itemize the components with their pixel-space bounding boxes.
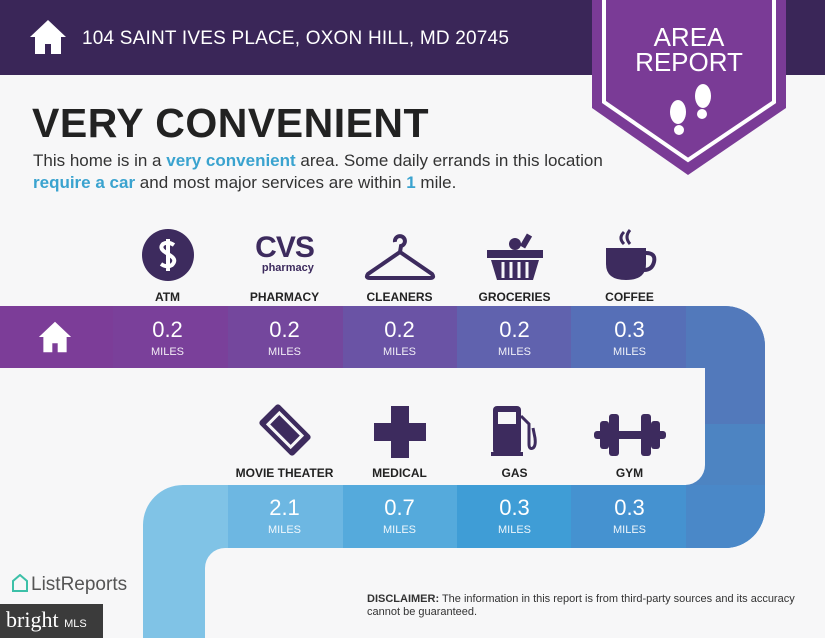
amenity-gas: GAS — [457, 398, 572, 480]
amenity-medical: MEDICAL — [342, 398, 457, 480]
coffee-cup-icon — [605, 229, 656, 280]
home-icon — [30, 20, 66, 54]
footprints-icon — [670, 84, 711, 135]
home-icon — [38, 321, 72, 353]
dollar-icon — [141, 229, 194, 281]
dumbbell-icon — [593, 414, 666, 456]
badge-text: AREA REPORT — [635, 22, 743, 77]
distance-coffee: 0.3 MILES — [612, 317, 646, 359]
distance-cleaners: 0.2 MILES — [382, 317, 416, 359]
page-title: VERY CONVENIENT — [32, 100, 430, 146]
hanger-icon — [364, 234, 435, 280]
medical-cross-icon — [373, 406, 426, 458]
property-address: 104 SAINT IVES PLACE, OXON HILL, MD 2074… — [82, 28, 510, 49]
distance-groceries: 0.2 MILES — [497, 317, 531, 359]
listreports-logo: ListReports — [12, 573, 127, 596]
disclaimer: DISCLAIMER: The information in this repo… — [367, 593, 795, 618]
distance-movie-theater: 2.1 MILES — [267, 495, 301, 537]
gas-pump-icon — [490, 406, 537, 456]
distance-pharmacy: 0.2 MILES — [267, 317, 301, 359]
amenity-pharmacy: CVS pharmacy PHARMACY — [249, 231, 320, 305]
distance-gym: 0.3 MILES — [612, 495, 646, 537]
cvs-pharmacy-logo: CVS pharmacy — [255, 231, 315, 274]
ticket-icon — [258, 404, 311, 456]
distance-gas: 0.3 MILES — [497, 495, 531, 537]
listreports-house-icon — [12, 573, 28, 592]
distance-atm: 0.2 MILES — [150, 317, 184, 359]
summary-text: This home is in a very convenient area. … — [33, 151, 603, 192]
amenity-groceries: GROCERIES — [457, 222, 572, 304]
amenity-movie-theater: MOVIE THEATER — [227, 398, 342, 480]
distance-medical: 0.7 MILES — [382, 495, 416, 537]
amenity-cleaners: CLEANERS — [342, 222, 457, 304]
amenity-coffee: COFFEE — [572, 222, 687, 304]
amenity-atm: ATM — [110, 222, 225, 304]
basket-icon — [486, 233, 543, 280]
amenity-gym: GYM — [572, 398, 687, 480]
bright-mls-watermark: bright MLS — [0, 604, 103, 638]
area-report-badge — [592, 0, 786, 175]
